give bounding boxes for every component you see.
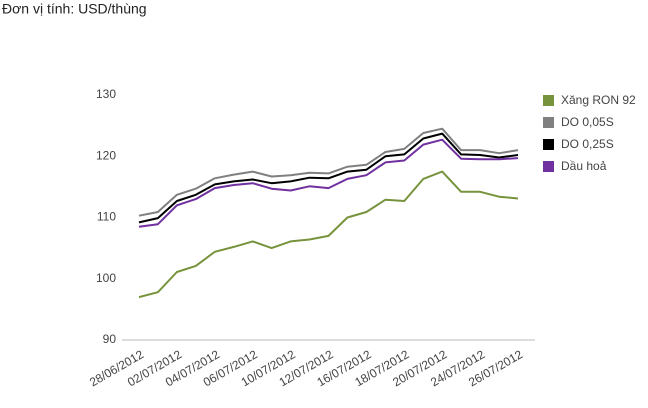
series-line	[138, 170, 519, 299]
legend-label: Xăng RON 92	[561, 93, 636, 107]
legend-label: Dầu hoả	[561, 159, 607, 173]
series-line	[138, 127, 519, 217]
y-tick-label: 100	[96, 271, 116, 285]
y-tick-label: 90	[103, 332, 117, 346]
legend-label: DO 0,25S	[561, 137, 614, 151]
y-tick-label: 120	[96, 148, 116, 162]
legend-swatch	[543, 117, 554, 128]
legend-swatch	[543, 161, 554, 172]
series-line	[138, 132, 519, 224]
legend-label: DO 0,05S	[561, 115, 614, 129]
series-line	[138, 138, 519, 228]
y-tick-label: 130	[96, 87, 116, 101]
unit-note: Đơn vị tính: USD/thùng	[2, 1, 147, 17]
y-tick-label: 110	[97, 210, 116, 224]
legend-swatch	[543, 139, 554, 150]
legend-swatch	[543, 95, 554, 106]
